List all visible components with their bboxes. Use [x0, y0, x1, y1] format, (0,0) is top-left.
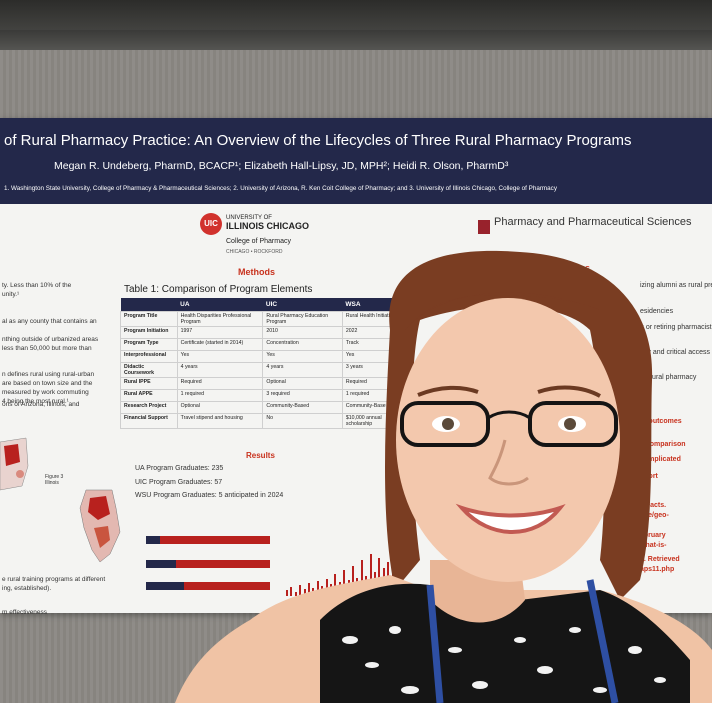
results-hbar-1-base — [146, 536, 160, 544]
glasses-right-lens — [528, 401, 618, 447]
table-header-row: UA UIC WSA — [120, 298, 406, 312]
table-caption: Table 1: Comparison of Program Elements — [124, 284, 313, 295]
results-hbar-2 — [146, 560, 270, 568]
table-cell: Travel stipend and housing — [176, 413, 264, 429]
left-eyebrow — [417, 385, 479, 397]
right-text-fragment: s Facts. — [640, 502, 667, 509]
figure3-label: Figure 3 — [45, 474, 64, 480]
left-text-fragment: al as any county that contains an — [2, 318, 97, 325]
right-iris — [564, 418, 576, 430]
left-text-fragment: measured by work commuting — [2, 389, 89, 396]
top-pattern — [342, 626, 666, 694]
wsu-wordmark: Pharmacy and Pharmaceutical Sciences — [494, 216, 692, 228]
column-bar — [294, 592, 297, 596]
methods-heading: Methods — [238, 267, 275, 277]
column-bar — [299, 585, 302, 596]
left-text-fragment: are based on town size and the — [2, 380, 93, 387]
column-bar — [352, 566, 354, 596]
right-text-fragment: nity and critical access — [640, 349, 711, 356]
hair — [385, 250, 653, 600]
results-hbar-1 — [146, 536, 270, 544]
poster-authors: Megan R. Undeberg, PharmD, BCACP¹; Eliza… — [54, 160, 509, 172]
uic-college: College of Pharmacy — [226, 238, 291, 245]
column-bar — [378, 558, 381, 596]
table-header: UIC — [262, 298, 343, 312]
illinois-map — [79, 489, 121, 563]
comparison-table: UA UIC WSA Program Title Health Dispariti… — [120, 298, 407, 429]
glasses-left-lens — [400, 401, 490, 447]
results-item: UIC Program Graduates: 57 — [135, 479, 223, 486]
table-cell: Rural Pharmacy Education Program — [262, 311, 343, 327]
column-bar — [308, 583, 310, 596]
smile — [455, 503, 566, 534]
face — [396, 298, 620, 582]
right-text-fragment: ed rural pharmacy — [640, 374, 697, 381]
results-heading: Results — [246, 451, 275, 460]
uic-logo: UIC — [200, 213, 222, 235]
right-text-fragment: g or retiring pharmacist — [640, 324, 712, 331]
poster-title: of Rural Pharmacy Practice: An Overview … — [4, 132, 632, 149]
table-header — [120, 298, 178, 312]
right-text-fragment: s comparison — [640, 441, 686, 448]
arizona-map-fragment — [0, 437, 29, 491]
left-text-fragment: ons of Arizona, Illinois, and — [2, 401, 80, 408]
left-text-fragment: ing, established). — [2, 585, 52, 592]
column-bar — [343, 570, 346, 596]
left-text-fragment: less than 50,000 but more than — [2, 345, 92, 352]
left-text-fragment: e rural training programs at different — [2, 576, 106, 583]
poster-affiliations: 1. Washington State University, College … — [4, 185, 557, 192]
results-item: WSU Program Graduates: 5 anticipated in … — [135, 492, 284, 499]
poster-board-rail — [0, 30, 712, 50]
left-text-fragment: unity.¹ — [2, 291, 20, 298]
left-text-fragment: ty. Less than 10% of the — [2, 282, 72, 289]
figure3-sublabel: Illinois — [45, 480, 59, 486]
column-bar — [303, 589, 306, 596]
results-hbar-2-base — [146, 560, 176, 568]
figure3-caption: Figure 3 Illinois — [45, 474, 63, 486]
table-header: UA — [177, 298, 263, 312]
right-text-fragment: izing alumni as rural preceptors — [640, 282, 712, 289]
right-text-fragment: complicated — [640, 456, 681, 463]
table-row: Program Title Health Disparities Professi… — [120, 311, 407, 327]
table-row: Rural APPE 1 required 3 required 1 required — [120, 389, 407, 402]
glasses-bridge — [487, 410, 531, 420]
lanyard-left — [426, 584, 444, 703]
uic-wordmark: UNIVERSITY OF ILLINOIS CHICAGO — [226, 215, 309, 231]
wsu-shield-icon — [478, 220, 490, 234]
left-text-fragment: m effectiveness — [2, 609, 48, 616]
poster-banner: of Rural Pharmacy Practice: An Overview … — [0, 118, 712, 204]
results-item: UA Program Graduates: 235 — [135, 465, 224, 472]
uic-line1: UNIVERSITY OF — [226, 215, 272, 221]
right-text-fragment: ebruary — [640, 532, 666, 539]
column-bar — [290, 587, 293, 596]
column-bar — [286, 590, 288, 596]
uic-line2: ILLINOIS CHICAGO — [226, 221, 309, 231]
right-text-fragment: s. Retrieved — [640, 556, 680, 563]
right-text-fragment: esidencies — [640, 308, 674, 315]
left-iris — [442, 418, 454, 430]
table-cell: No — [262, 413, 343, 429]
column-bar — [360, 560, 363, 596]
table-body: Program Title Health Disparities Professi… — [120, 311, 407, 429]
column-bar — [316, 581, 319, 596]
column-bar — [369, 554, 372, 596]
right-text-fragment: what-is- — [640, 542, 667, 549]
right-text-fragment: of outcomes — [640, 418, 682, 425]
table-header: WSA — [342, 298, 406, 312]
lanyard-right — [586, 579, 619, 703]
nose — [488, 439, 529, 486]
uic-campuses: CHICAGO • ROCKFORD — [226, 249, 283, 255]
left-text-fragment: 4 being the most rural.¹ — [2, 398, 69, 405]
left-text-fragment: n defines rural using rural-urban — [2, 371, 95, 378]
right-text-fragment: aps11.php — [640, 566, 675, 573]
right-text-fragment: nce/geo- — [640, 512, 669, 519]
results-hbar-3 — [146, 582, 270, 590]
column-bar — [334, 574, 337, 596]
left-text-fragment: nthing outside of urbanized areas — [2, 336, 99, 343]
right-eyebrow — [537, 385, 601, 398]
results-hbar-3-base — [146, 582, 184, 590]
